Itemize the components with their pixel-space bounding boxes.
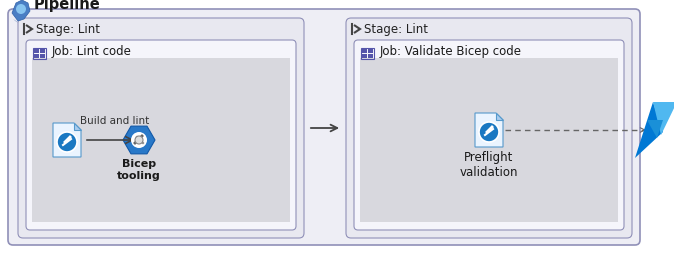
Bar — [40, 54, 45, 58]
FancyBboxPatch shape — [18, 18, 304, 238]
Circle shape — [16, 4, 26, 14]
Text: Stage: Lint: Stage: Lint — [36, 22, 100, 35]
Polygon shape — [74, 123, 81, 130]
Bar — [368, 54, 373, 58]
Circle shape — [57, 132, 77, 152]
Bar — [368, 49, 373, 53]
Text: Stage: Lint: Stage: Lint — [364, 22, 428, 35]
Polygon shape — [635, 102, 663, 158]
Polygon shape — [12, 0, 30, 21]
Polygon shape — [496, 113, 503, 120]
Circle shape — [131, 132, 147, 148]
Bar — [362, 49, 367, 53]
Circle shape — [479, 122, 499, 142]
Bar — [360, 58, 618, 222]
Bar — [32, 58, 290, 222]
Bar — [34, 49, 39, 53]
Text: Build and lint: Build and lint — [80, 116, 150, 126]
Polygon shape — [475, 113, 503, 147]
Bar — [361, 48, 374, 59]
Circle shape — [135, 136, 143, 144]
Text: Pipeline: Pipeline — [34, 0, 100, 13]
Bar — [34, 54, 39, 58]
FancyBboxPatch shape — [354, 40, 624, 230]
Text: Bicep
tooling: Bicep tooling — [117, 159, 161, 181]
Polygon shape — [653, 102, 674, 135]
Bar — [40, 49, 45, 53]
Polygon shape — [647, 120, 663, 138]
Bar — [33, 48, 46, 59]
FancyBboxPatch shape — [26, 40, 296, 230]
Polygon shape — [13, 19, 18, 23]
Polygon shape — [53, 123, 81, 157]
Text: Job: Validate Bicep code: Job: Validate Bicep code — [380, 46, 522, 58]
Polygon shape — [123, 126, 155, 154]
Text: Job: Lint code: Job: Lint code — [52, 46, 132, 58]
Text: Preflight
validation: Preflight validation — [460, 151, 518, 179]
FancyBboxPatch shape — [346, 18, 632, 238]
FancyBboxPatch shape — [8, 9, 640, 245]
Bar — [362, 54, 367, 58]
